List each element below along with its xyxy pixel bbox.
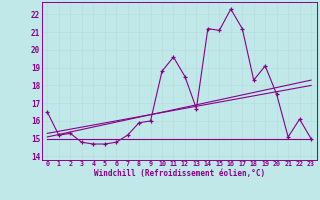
X-axis label: Windchill (Refroidissement éolien,°C): Windchill (Refroidissement éolien,°C)	[94, 169, 265, 178]
